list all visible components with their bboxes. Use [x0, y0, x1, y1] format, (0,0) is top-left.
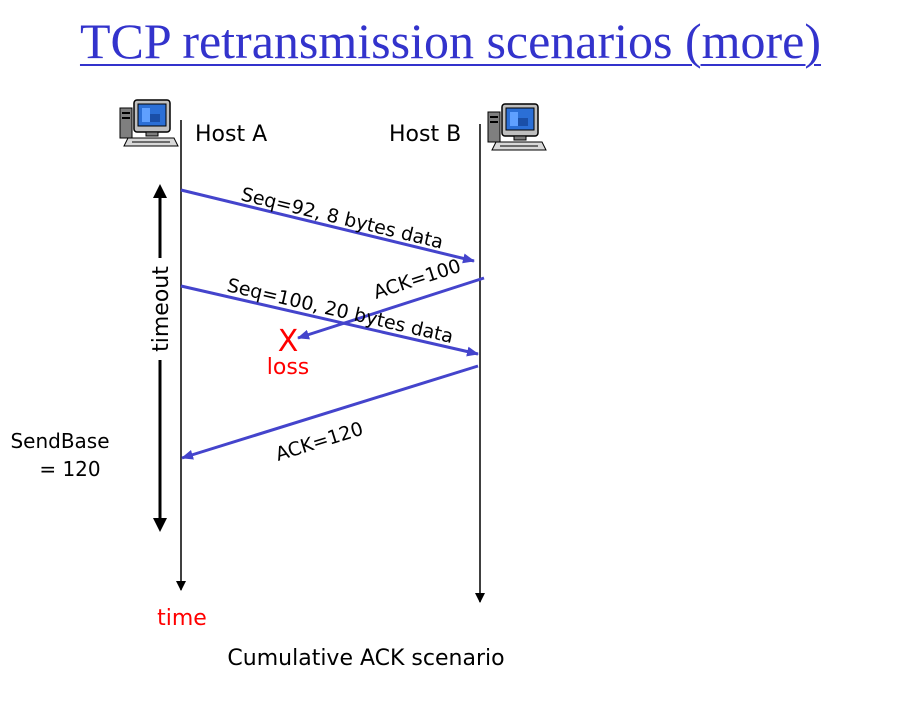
computer-icon [119, 99, 179, 147]
sendbase-label: SendBase [10, 429, 109, 453]
timeout-arrow-down [153, 518, 167, 532]
caption: Cumulative ACK scenario [227, 646, 504, 671]
timeout-arrow-up [153, 184, 167, 198]
ack120-arrow [181, 364, 479, 460]
seq92-label: Seq=92, 8 bytes data [239, 183, 446, 253]
host-a-label: Host A [195, 122, 267, 147]
ack100-arrow [297, 276, 485, 340]
ack100-label: ACK=100 [371, 255, 464, 304]
loss-label: loss [267, 355, 310, 380]
loss-mark: X [278, 324, 299, 359]
host-b-label: Host B [389, 122, 461, 147]
slide-title: TCP retransmission scenarios (more) [79, 13, 822, 69]
seq100-arrow [180, 284, 479, 357]
sendbase-value: = 120 [39, 457, 100, 481]
seq92-arrow [180, 188, 475, 264]
computer-icon [487, 103, 547, 151]
timeout-label: timeout [149, 266, 174, 352]
time-label: time [157, 606, 207, 631]
